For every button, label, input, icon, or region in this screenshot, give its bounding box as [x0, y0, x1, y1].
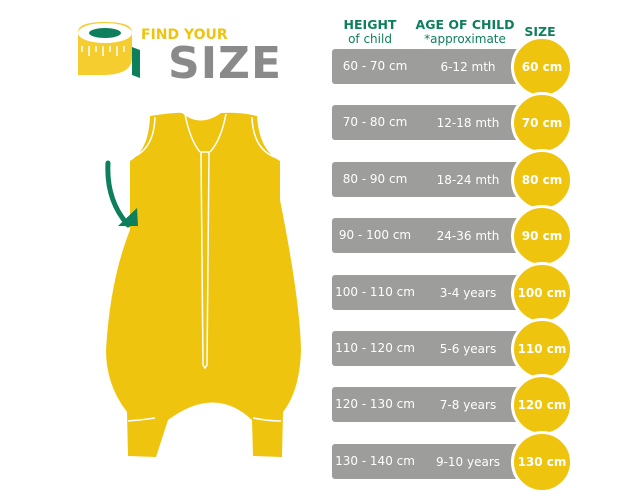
height-range: 90 - 100 cm: [338, 228, 412, 243]
header-size: SIZE: [524, 24, 556, 39]
sleep-suit-illustration: [105, 112, 301, 458]
height-range: 80 - 90 cm: [342, 171, 408, 186]
height-range: 120 - 130 cm: [335, 397, 415, 412]
logo-find-your: FIND YOUR: [141, 27, 228, 43]
age-range: 5-6 years: [439, 342, 497, 356]
header-height: HEIGHT of child: [343, 17, 397, 46]
size-badge: 90 cm: [511, 205, 573, 268]
height-range: 100 - 110 cm: [335, 284, 415, 299]
size-row: 70 - 80 cm 12-18 mth: [332, 105, 532, 141]
age-range: 3-4 years: [439, 285, 497, 300]
size-row: 80 - 90 cm 18-24 mth: [332, 161, 532, 197]
arrow-icon: [105, 160, 131, 228]
tape-measure-icon: [78, 22, 140, 78]
size-badge: 100 cm: [511, 261, 573, 324]
height-range: 130 - 140 cm: [335, 453, 415, 468]
age-range: 6-12 mth: [440, 60, 496, 74]
size-badge: 120 cm: [511, 374, 573, 437]
height-range: 70 - 80 cm: [342, 115, 408, 130]
size-row: 100 - 110 cm 3-4 years: [332, 274, 532, 310]
size-badge: 70 cm: [511, 92, 573, 155]
size-badge: 110 cm: [511, 318, 573, 380]
age-range: 7-8 years: [439, 398, 497, 413]
age-range: 18-24 mth: [436, 172, 500, 187]
size-row: 120 - 130 cm 7-8 years: [332, 387, 532, 423]
age-range: 24-36 mth: [436, 229, 500, 244]
size-badge: 130 cm: [511, 430, 573, 493]
logo-size: SIZE: [168, 38, 283, 89]
size-row: 110 - 120 cm 5-6 years: [332, 331, 532, 366]
age-range: 12-18 mth: [436, 116, 500, 131]
size-badge: 60 cm: [511, 36, 573, 98]
size-row: 90 - 100 cm 24-36 mth: [332, 218, 532, 254]
size-row: 60 - 70 cm 6-12 mth: [332, 49, 532, 84]
size-badge: 80 cm: [511, 148, 573, 211]
height-range: 110 - 120 cm: [335, 341, 415, 355]
header-age: AGE OF CHILD *approximate: [415, 17, 515, 46]
size-row: 130 - 140 cm 9-10 years: [332, 443, 532, 479]
age-range: 9-10 years: [435, 454, 501, 469]
height-range: 60 - 70 cm: [342, 59, 408, 73]
